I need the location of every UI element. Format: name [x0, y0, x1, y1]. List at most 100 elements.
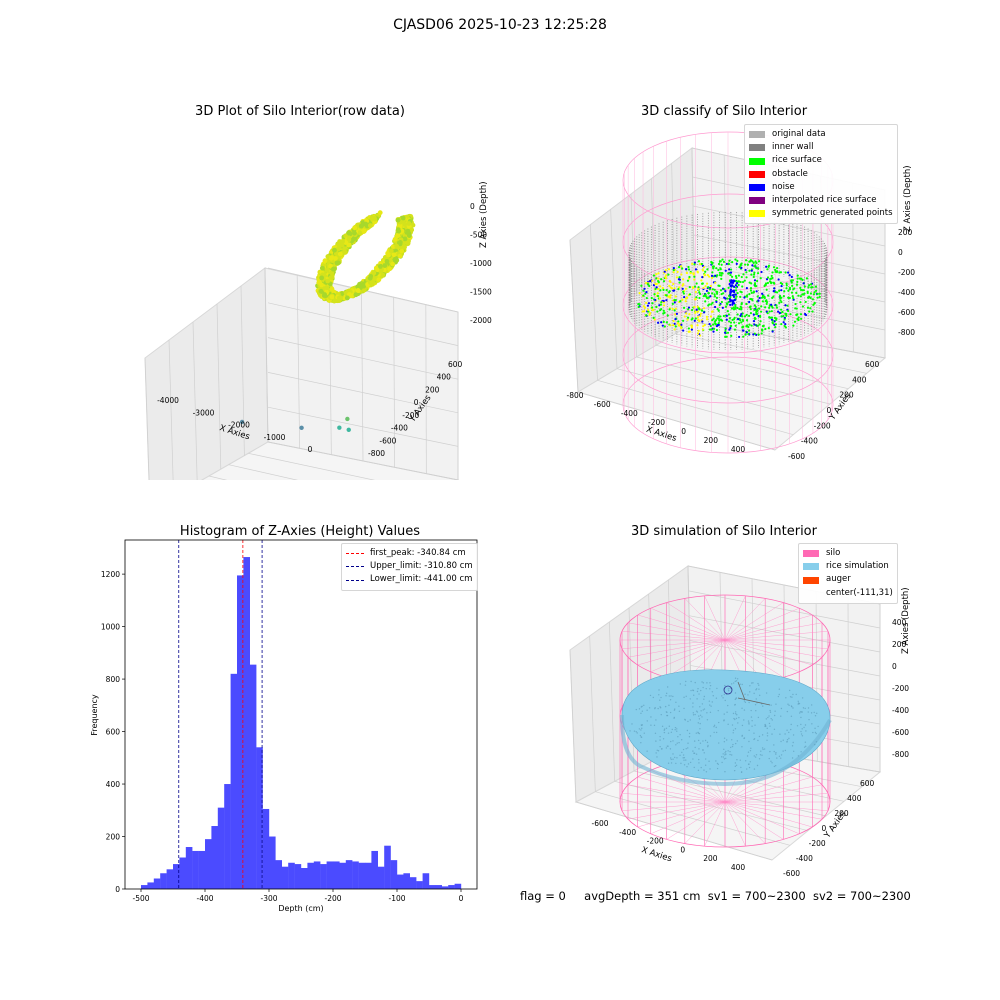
panel2-legend-item: rice surface	[749, 154, 893, 167]
histogram-bar	[262, 808, 270, 889]
legend-label: obstacle	[772, 168, 808, 179]
panel4-y-tick: -400	[796, 854, 813, 863]
panel3-y-tick: 0	[115, 885, 120, 894]
panel2-x-tick: -200	[648, 418, 665, 427]
panel2-y-tick: -600	[788, 452, 805, 461]
histogram-bar	[294, 864, 302, 889]
histogram-bar	[409, 877, 417, 889]
panel2-z-tick: 0	[898, 248, 903, 257]
histogram-bar	[441, 886, 449, 889]
panel4-x-tick: 0	[680, 845, 685, 854]
legend-swatch	[749, 131, 765, 139]
panel3-x-tick: -400	[196, 894, 213, 903]
panel4-z-tick: 0	[892, 662, 897, 671]
histogram-bar	[147, 882, 154, 889]
panel3-y-tick: 200	[106, 833, 121, 842]
panel2-legend-item: symmetric generated points	[749, 207, 893, 220]
histogram-bar	[384, 845, 391, 889]
panel2-zlabel: Z Axies (Depth)	[903, 165, 913, 232]
histogram-bar	[454, 883, 462, 889]
panel1-point	[299, 425, 304, 430]
histogram-bar	[185, 847, 193, 889]
histogram-bar	[224, 784, 231, 889]
legend-swatch	[803, 550, 819, 558]
panel1-y-tick: -400	[391, 424, 408, 433]
legend-line	[346, 566, 364, 568]
panel4-z-tick: -600	[892, 728, 909, 737]
histogram-bar	[365, 862, 372, 889]
panel2-y-tick: -400	[801, 437, 818, 446]
panel2-legend-item: original data	[749, 128, 893, 141]
panel1-y-tick: 0	[414, 398, 419, 407]
histogram-bar	[256, 747, 263, 889]
legend-label: rice simulation	[826, 561, 889, 572]
panel1-y-tick: -600	[379, 436, 396, 445]
histogram-bar	[313, 861, 321, 889]
histogram-bar	[352, 861, 359, 889]
panel4-x-tick: -400	[619, 828, 636, 837]
histogram-bar	[358, 862, 366, 889]
panel1-rice-cloud	[315, 210, 416, 304]
histogram-bar	[230, 673, 238, 889]
panel1-z-tick: -2000	[470, 316, 492, 325]
histogram-bar	[288, 862, 295, 889]
panel4-legend-item: rice simulation	[803, 560, 893, 573]
panel3-x-tick: -100	[388, 894, 405, 903]
panel1-z-tick: -1500	[470, 288, 492, 297]
panel2-legend-item: noise	[749, 181, 893, 194]
panel2-title: 3D classify of Silo Interior	[640, 104, 808, 119]
histogram-bar	[275, 860, 282, 889]
panel4-y-tick: -200	[809, 839, 826, 848]
panel1-y-tick: 200	[425, 385, 440, 394]
histogram-bar	[326, 861, 334, 889]
legend-line	[346, 553, 364, 555]
panel4-y-tick: 0	[822, 824, 827, 833]
status-line: flag = 0 avgDepth = 351 cm sv1 = 700~230…	[520, 889, 911, 903]
panel2-z-tick: -600	[898, 308, 915, 317]
panel2-z-tick: -200	[898, 268, 915, 277]
panel1-y-tick: 400	[437, 373, 452, 382]
panel3-x-tick: -300	[260, 894, 277, 903]
histogram-bar	[198, 850, 206, 889]
panel3-x-tick: -200	[324, 894, 341, 903]
panel4-x-tick: 400	[731, 863, 746, 872]
panel4-legend-item: silo	[803, 547, 893, 560]
status-sv1: sv1 = 700~2300	[707, 889, 806, 903]
legend-label: auger	[826, 574, 851, 585]
legend-swatch	[803, 576, 819, 584]
legend-line	[346, 579, 364, 581]
status-flag: flag = 0	[520, 889, 566, 903]
histogram-bar	[320, 864, 327, 889]
histogram-bar	[211, 826, 218, 889]
histogram-bar	[237, 575, 244, 889]
histogram-bar	[281, 866, 289, 889]
histogram-bar	[429, 885, 436, 889]
histogram-bar	[333, 861, 340, 889]
histogram-bar	[205, 839, 212, 889]
histogram-bar	[307, 862, 314, 889]
figure-title: CJASD06 2025-10-23 12:25:28	[393, 17, 607, 33]
histogram-bar	[435, 885, 442, 889]
histogram-bar	[153, 878, 161, 889]
panel1-y-tick: 600	[448, 360, 463, 369]
legend-swatch	[749, 210, 765, 218]
legend-label: rice surface	[772, 155, 822, 166]
panel1-x-tick: -2000	[228, 421, 250, 430]
panel1-z-tick: -500	[470, 231, 487, 240]
panel2-x-tick: 200	[704, 436, 719, 445]
histogram-bar	[390, 860, 398, 889]
legend-label: noise	[772, 181, 795, 192]
panel4-zlabel: Z Axies (Depth)	[901, 587, 911, 654]
panel2-xlabel: X Axies	[645, 425, 678, 444]
histogram-bar	[339, 862, 346, 889]
histogram-bar	[141, 885, 148, 889]
panel4-x-tick: -200	[647, 837, 664, 846]
legend-label: symmetric generated points	[772, 208, 893, 219]
panel2-y-tick: 0	[827, 406, 832, 415]
panel2-x-tick: -800	[566, 391, 583, 400]
legend-label: inner wall	[772, 142, 814, 153]
legend-label: center(-111,31)	[826, 587, 893, 598]
histogram-bar	[179, 857, 186, 889]
legend-label: original data	[772, 129, 826, 139]
